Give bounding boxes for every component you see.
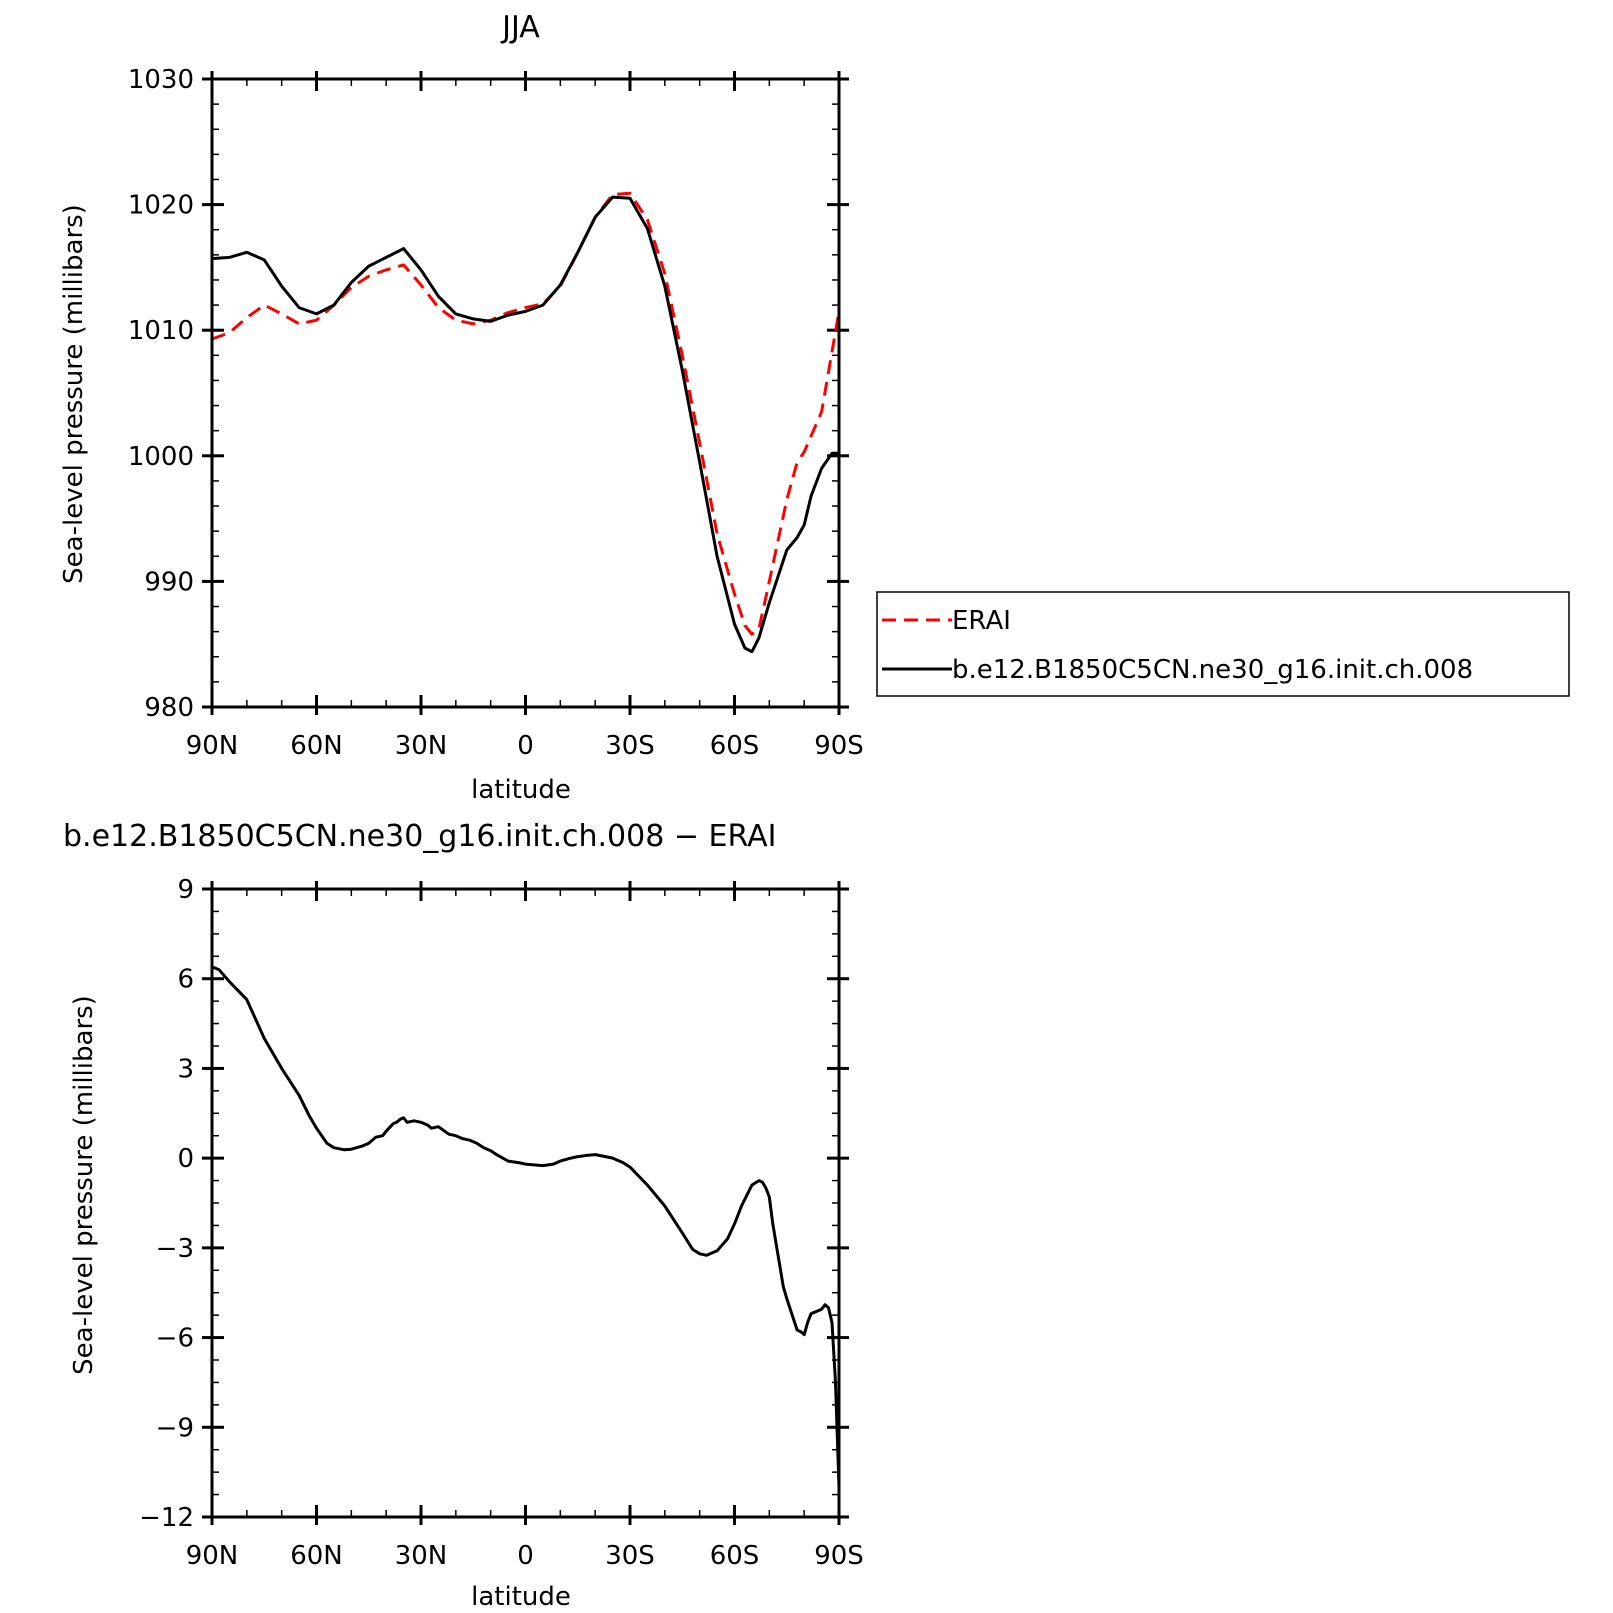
x-tick-label: 30N [395,1541,448,1571]
series-group-bottom [211,965,841,1488]
x-axis-label-bottom: latitude [471,1582,571,1612]
series-line-top-0 [211,191,841,636]
y-tick-label: 1020 [128,191,194,221]
y-tick-label: 980 [144,693,194,723]
y-tick-label: 0 [177,1144,194,1174]
y-tick-label: 3 [177,1054,194,1084]
x-tick-label: 60S [710,1541,760,1571]
y-axis-label-top: Sea-level pressure (millibars) [59,204,89,584]
x-tick-label: 30N [395,731,448,761]
chart-title-bottom: b.e12.B1850C5CN.ne30_g16.init.ch.008 − E… [63,819,776,854]
legend-label-erai: ERAI [952,606,1011,636]
y-tick-label: −12 [139,1503,194,1533]
x-tick-label: 90S [814,731,864,761]
x-tick-label: 30S [605,731,655,761]
chart-panel-top: JJA Sea-level pressure (millibars) latit… [59,10,864,805]
y-tick-label: 9 [177,875,194,905]
y-tick-label: 1030 [128,65,194,95]
y-tick-label: 1010 [128,316,194,346]
x-tick-label: 0 [517,1541,534,1571]
x-tick-label: 60S [710,731,760,761]
y-tick-label: −3 [156,1234,194,1264]
y-tick-label: 1000 [128,442,194,472]
legend-label-model: b.e12.B1850C5CN.ne30_g16.init.ch.008 [952,655,1473,685]
x-tick-label: 30S [605,1541,655,1571]
x-tick-label: 90N [186,1541,239,1571]
y-axis-label-bottom: Sea-level pressure (millibars) [69,995,99,1375]
x-tick-label: 60N [290,731,343,761]
x-tick-label: 90S [814,1541,864,1571]
y-tick-label: −9 [156,1413,194,1443]
legend: ERAI b.e12.B1850C5CN.ne30_g16.init.ch.00… [876,591,1570,697]
y-tick-label: 6 [177,965,194,995]
x-tick-label: 90N [186,731,239,761]
axis-ticks-bottom: 90N 60N 30N 0 30S 60S 90S −12 −9 −6 −3 0 3 6 9 [139,875,864,1571]
series-group-top [211,191,841,654]
series-line-top-1 [211,195,839,654]
series-line-bottom-0 [211,965,841,1488]
y-tick-label: −6 [156,1324,194,1354]
plot-frame-bottom [210,887,841,1519]
y-tick-label: 990 [144,567,194,597]
x-axis-label-top: latitude [471,775,571,805]
x-tick-label: 60N [290,1541,343,1571]
legend-box [876,591,1570,697]
x-tick-label: 0 [517,731,534,761]
chart-panel-bottom: b.e12.B1850C5CN.ne30_g16.init.ch.008 − E… [63,819,864,1612]
chart-title-top: JJA [500,10,540,45]
plot-frame-top [210,77,841,709]
axis-ticks-top: 90N 60N 30N 0 30S 60S 90S 980 990 1000 1010 1020 103… [128,65,864,761]
